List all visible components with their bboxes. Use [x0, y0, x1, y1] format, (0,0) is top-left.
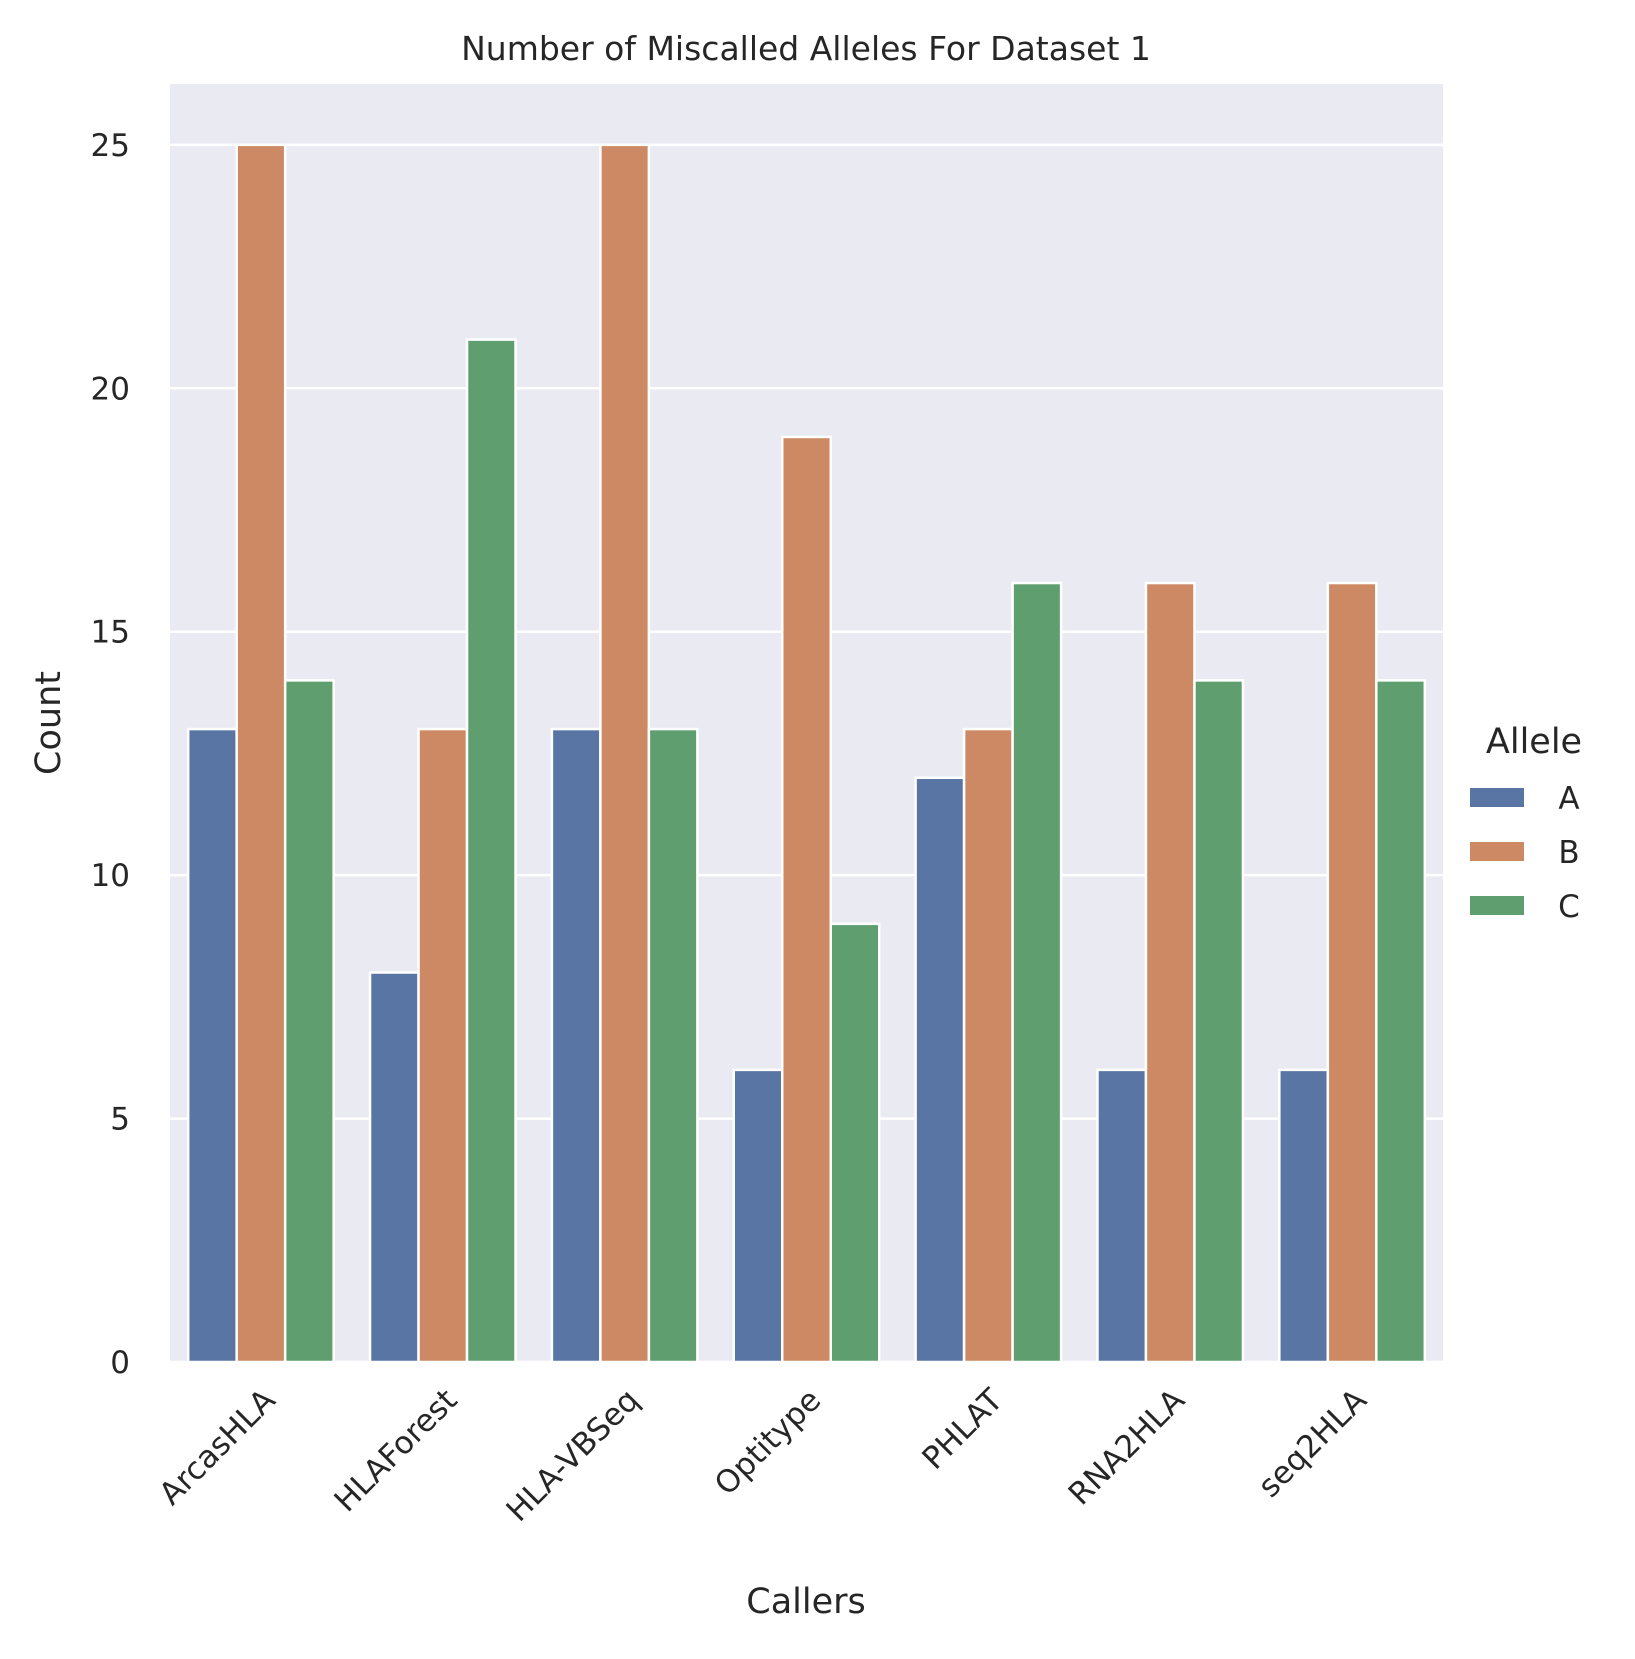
y-tick-label-25: 25 — [91, 128, 130, 164]
x-tick-label-hla-vbseq: HLA-VBSeq — [500, 1382, 647, 1529]
bar-arcashla-c — [283, 679, 335, 1364]
bar-hlaforest-b — [417, 727, 469, 1364]
x-axis-label: Callers — [746, 1582, 866, 1622]
bar-optitype-c — [829, 922, 881, 1364]
legend-label-c: C — [1558, 889, 1580, 925]
legend-label-b: B — [1558, 835, 1579, 871]
y-axis-label: Count — [29, 671, 69, 775]
legend-swatch-b — [1470, 842, 1524, 861]
y-tick-labels: 0 5 10 15 20 25 — [91, 128, 130, 1381]
x-tick-label-rna2hla: RNA2HLA — [1062, 1382, 1192, 1512]
x-tick-label-hlaforest: HLAForest — [328, 1382, 465, 1519]
bar-hla-vbseq-b — [599, 143, 651, 1364]
y-tick-label-15: 15 — [91, 615, 130, 651]
y-tick-label-20: 20 — [91, 371, 130, 407]
chart-title: Number of Miscalled Alleles For Dataset … — [461, 29, 1151, 68]
bar-hlaforest-a — [368, 971, 420, 1364]
bars — [186, 143, 1427, 1364]
legend-label-a: A — [1558, 781, 1579, 817]
bar-seq2hla-a — [1278, 1068, 1330, 1364]
bar-phlat-a — [914, 776, 966, 1364]
bar-hla-vbseq-c — [647, 727, 699, 1364]
bar-arcashla-b — [235, 143, 287, 1364]
y-tick-label-10: 10 — [91, 858, 130, 894]
legend-title: Allele — [1486, 722, 1582, 762]
x-tick-label-optitype: Optitype — [708, 1382, 828, 1502]
bar-arcashla-a — [186, 727, 238, 1364]
bar-optitype-a — [732, 1068, 784, 1364]
legend-swatch-c — [1470, 896, 1524, 915]
x-tick-label-phlat: PHLAT — [915, 1381, 1010, 1476]
y-tick-label-0: 0 — [110, 1345, 130, 1381]
bar-optitype-b — [781, 435, 832, 1364]
x-tick-label-arcashla: ArcasHLA — [152, 1382, 282, 1512]
bar-rna2hla-b — [1144, 581, 1196, 1364]
bar-seq2hla-c — [1375, 679, 1427, 1364]
legend: Allele A B C — [1470, 722, 1582, 925]
bar-rna2hla-c — [1193, 679, 1245, 1364]
y-tick-label-5: 5 — [110, 1102, 130, 1138]
bar-phlat-c — [1011, 581, 1063, 1364]
bar-seq2hla-b — [1326, 581, 1378, 1364]
bar-hla-vbseq-a — [550, 727, 602, 1364]
bar-phlat-b — [962, 727, 1014, 1364]
bar-hlaforest-c — [465, 338, 517, 1364]
x-tick-labels: ArcasHLA HLAForest HLA-VBSeq Optitype PHLAT R… — [152, 1381, 1373, 1529]
legend-swatch-a — [1470, 788, 1524, 807]
x-tick-label-seq2hla: seq2HLA — [1251, 1382, 1373, 1504]
bar-rna2hla-a — [1096, 1068, 1148, 1364]
